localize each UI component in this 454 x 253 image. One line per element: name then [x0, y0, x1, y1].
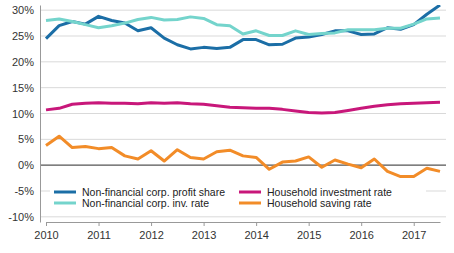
- y-tick: 10%: [12, 108, 40, 120]
- series-line: [46, 5, 440, 49]
- y-tick: 20%: [12, 56, 40, 68]
- legend-label: Household saving rate: [267, 197, 372, 209]
- y-axis-line: [40, 6, 41, 223]
- x-tick-label: 2015: [297, 229, 321, 241]
- x-tick-mark: [361, 222, 362, 226]
- x-tick: 2016: [349, 222, 373, 241]
- x-tick-mark: [204, 222, 205, 226]
- x-tick-mark: [309, 222, 310, 226]
- x-tick: 2017: [402, 222, 426, 241]
- x-tick-mark: [99, 222, 100, 226]
- x-tick: 2010: [34, 222, 58, 241]
- y-tick-label: -5%: [14, 185, 34, 197]
- chart-container: -10%-5%0%5%10%15%20%25%30%20102011201220…: [0, 0, 454, 253]
- grid-line: [40, 36, 446, 37]
- chart-svg: -10%-5%0%5%10%15%20%25%30%20102011201220…: [0, 0, 454, 253]
- x-axis: 2010 2011 2012 2013 2014 2015 2016 2017: [34, 222, 440, 241]
- grid-line: [40, 113, 446, 114]
- x-tick: 2014: [244, 222, 268, 241]
- grid-line: [40, 216, 446, 217]
- y-tick-label: 0%: [18, 159, 34, 171]
- series-line: [46, 102, 440, 113]
- x-tick: 2013: [192, 222, 216, 241]
- legend: Non-financial corp. profit shareNon-fina…: [50, 185, 426, 211]
- x-tick-label: 2012: [139, 229, 163, 241]
- x-tick-label: 2011: [87, 229, 111, 241]
- y-tick-label: -10%: [8, 211, 34, 223]
- y-tick: 30%: [12, 4, 40, 16]
- x-tick-label: 2017: [402, 229, 426, 241]
- x-tick-label: 2010: [34, 229, 58, 241]
- grid-line: [40, 10, 446, 11]
- y-tick: -10%: [8, 211, 40, 223]
- y-tick: -5%: [14, 185, 40, 197]
- grid-line: [40, 165, 446, 166]
- y-tick-label: 25%: [12, 30, 34, 42]
- y-tick: 0%: [18, 159, 40, 171]
- y-tick: 25%: [12, 30, 40, 42]
- x-tick: 2015: [297, 222, 321, 241]
- legend-swatch: [54, 191, 76, 194]
- grid-line: [40, 61, 446, 62]
- y-axis: -10% -5% 0% 5% 10% 15% 20% 25% 30%: [8, 4, 40, 223]
- y-tick-label: 30%: [12, 4, 34, 16]
- x-tick-label: 2013: [192, 229, 216, 241]
- legend-swatch: [239, 202, 261, 205]
- y-tick-label: 10%: [12, 108, 34, 120]
- x-tick: 2012: [139, 222, 163, 241]
- legend-background: [50, 185, 426, 211]
- y-tick: 15%: [12, 82, 40, 94]
- x-tick-label: 2014: [244, 229, 268, 241]
- lines: [46, 5, 440, 177]
- y-tick-label: 15%: [12, 82, 34, 94]
- x-tick-mark: [151, 222, 152, 226]
- legend-swatch: [54, 202, 76, 205]
- legend-swatch: [239, 191, 261, 194]
- x-tick-mark: [256, 222, 257, 226]
- x-tick-mark: [46, 222, 47, 226]
- x-axis-line: [47, 222, 441, 223]
- y-tick: 5%: [18, 133, 40, 145]
- x-tick-label: 2016: [349, 229, 373, 241]
- series-line: [46, 136, 440, 176]
- plot: -10%-5%0%5%10%15%20%25%30%20102011201220…: [8, 4, 446, 241]
- y-tick-label: 5%: [18, 133, 34, 145]
- x-tick-mark: [414, 222, 415, 226]
- grid-line: [40, 139, 446, 140]
- x-tick: 2011: [87, 222, 111, 241]
- grid-line: [40, 87, 446, 88]
- y-tick-label: 20%: [12, 56, 34, 68]
- series-line: [46, 17, 440, 36]
- legend-label: Non-financial corp. inv. rate: [82, 197, 209, 209]
